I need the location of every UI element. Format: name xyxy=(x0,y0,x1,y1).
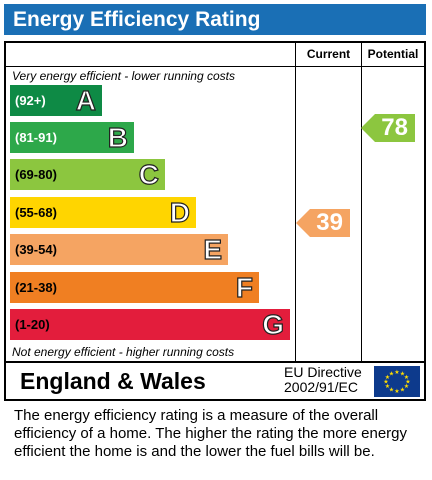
rating-chart: Current Potential Very energy efficient … xyxy=(4,41,426,363)
band-letter: E xyxy=(203,233,223,265)
svg-text:★: ★ xyxy=(385,383,390,390)
svg-text:★: ★ xyxy=(385,374,390,381)
band-b: (81-91) B xyxy=(10,121,134,154)
svg-text:★: ★ xyxy=(383,379,388,386)
svg-text:★: ★ xyxy=(405,379,410,386)
band-letter: G xyxy=(262,308,285,340)
svg-text:★: ★ xyxy=(404,383,409,390)
band-range: (92+) xyxy=(15,93,46,108)
band-g: (1-20) G xyxy=(10,308,290,341)
band-range: (69-80) xyxy=(15,167,57,182)
svg-text:★: ★ xyxy=(394,388,399,395)
band-letter: B xyxy=(107,121,128,153)
directive-line-2: 2002/91/EC xyxy=(284,379,358,395)
band-letter: C xyxy=(138,158,159,190)
eu-flag-icon: ★ ★ ★ ★ ★ ★ ★ ★ ★ ★ ★ ★ xyxy=(374,366,420,397)
note-inefficient: Not energy efficient - higher running co… xyxy=(12,345,235,359)
band-d: (55-68) D xyxy=(10,196,196,229)
band-c: (69-80) C xyxy=(10,158,165,191)
svg-text:★: ★ xyxy=(400,371,405,378)
svg-text:★: ★ xyxy=(389,371,394,378)
svg-text:★: ★ xyxy=(394,369,399,376)
description-text: The energy efficiency rating is a measur… xyxy=(14,407,408,460)
column-divider xyxy=(361,43,362,361)
column-divider xyxy=(295,43,296,361)
band-letter: F xyxy=(235,271,253,303)
note-efficient: Very energy efficient - lower running co… xyxy=(12,69,235,83)
svg-text:★: ★ xyxy=(389,387,394,394)
footer: England & Wales EU Directive 2002/91/EC … xyxy=(4,363,426,401)
svg-text:★: ★ xyxy=(400,387,405,394)
eu-directive: EU Directive 2002/91/EC xyxy=(284,365,370,395)
band-range: (39-54) xyxy=(15,242,57,257)
band-range: (55-68) xyxy=(15,205,57,220)
band-e: (39-54) E xyxy=(10,233,228,266)
potential-header: Potential xyxy=(367,47,419,61)
band-a: (92+) A xyxy=(10,84,102,117)
svg-text:★: ★ xyxy=(404,374,409,381)
band-letter: D xyxy=(169,196,190,228)
band-range: (81-91) xyxy=(15,130,57,145)
directive-line-1: EU Directive xyxy=(284,364,362,380)
band-letter: A xyxy=(75,84,96,116)
band-range: (1-20) xyxy=(15,317,50,332)
header-divider xyxy=(6,66,424,67)
band-f: (21-38) F xyxy=(10,271,259,304)
region-label: England & Wales xyxy=(20,368,206,394)
page-title: Energy Efficiency Rating xyxy=(4,4,426,35)
band-range: (21-38) xyxy=(15,280,57,295)
current-header: Current xyxy=(306,47,351,61)
